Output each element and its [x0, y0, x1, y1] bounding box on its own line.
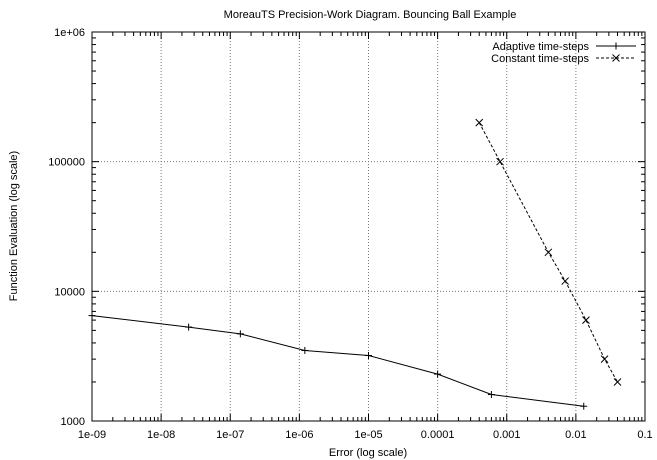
legend-marker	[612, 54, 620, 62]
data-point	[544, 248, 553, 257]
x-tick-label: 1e-07	[216, 429, 244, 441]
grid	[92, 32, 645, 421]
x-tick-label: 1e-08	[147, 429, 175, 441]
data-point	[561, 277, 570, 285]
chart-title: MoreauTS Precision-Work Diagram. Bouncin…	[224, 9, 517, 21]
y-tick-label: 100000	[48, 157, 85, 169]
x-tick-label: 0.1	[637, 429, 652, 441]
axis-ticks: 1e-09 1e-08 1e-07 1e-06 1e-05 0.0001 0.001 0.01…	[48, 27, 652, 441]
x-tick-label: 1e-05	[354, 429, 382, 441]
x-tick-label: 0.001	[493, 429, 521, 441]
y-axis-label: Function Evaluation (log scale)	[8, 151, 20, 301]
y-tick-label: 1e+06	[54, 27, 85, 39]
data-point	[613, 378, 622, 386]
data-point	[475, 118, 484, 127]
data-point	[582, 316, 590, 324]
legend-label: Constant time-steps	[491, 53, 589, 65]
legend-entry-2: Constant time-steps	[491, 53, 636, 65]
series-2	[475, 118, 622, 386]
y-tick-label: 10000	[54, 286, 85, 298]
x-tick-label: 0.0001	[421, 429, 455, 441]
series	[88, 118, 622, 410]
x-tick-label: 1e-06	[285, 429, 313, 441]
y-tick-label: 1000	[61, 416, 85, 428]
x-tick-label: 0.01	[565, 429, 586, 441]
legend-entry-1: Adaptive time-steps	[492, 41, 636, 53]
data-point	[600, 355, 609, 363]
series-1	[88, 312, 588, 410]
series-line	[91, 315, 584, 407]
legend-label: Adaptive time-steps	[492, 41, 589, 53]
x-axis-label: Error (log scale)	[329, 447, 407, 459]
x-tick-label: 1e-09	[78, 429, 106, 441]
data-point	[496, 157, 504, 166]
